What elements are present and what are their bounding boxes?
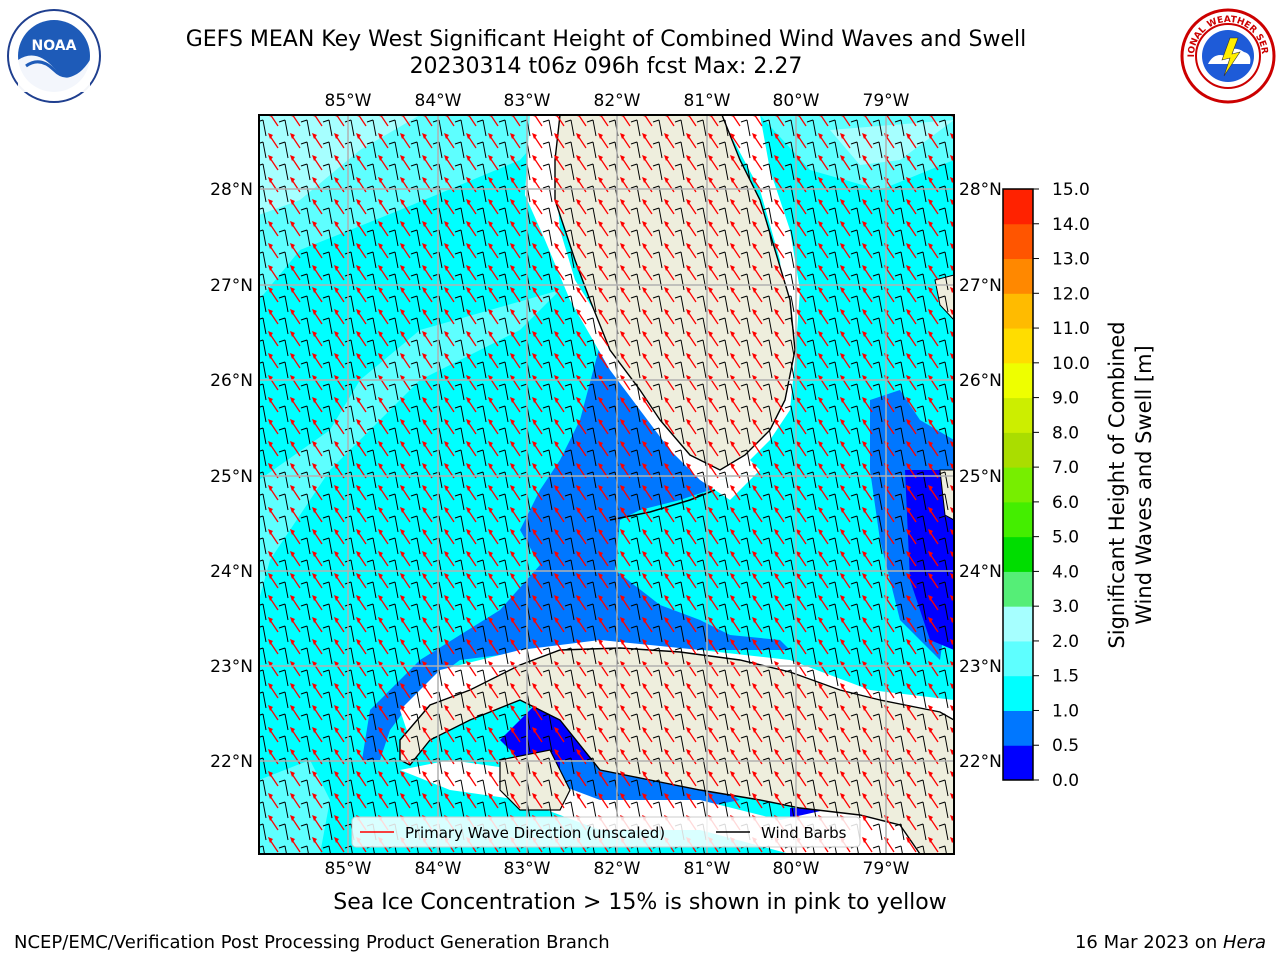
- lon-label: 82°W: [594, 859, 641, 879]
- lon-label: 84°W: [415, 859, 462, 879]
- colorbar-segment: [1003, 328, 1033, 364]
- lon-label: 79°W: [863, 859, 910, 879]
- colorbar-segment: [1003, 189, 1033, 225]
- lat-label: 22°N: [210, 752, 253, 772]
- lon-label: 80°W: [773, 859, 820, 879]
- lon-label: 84°W: [415, 91, 462, 111]
- map-frame: [258, 114, 955, 855]
- colorbar-segment: [1003, 293, 1033, 329]
- lat-label: 23°N: [959, 657, 1002, 677]
- colorbar-tick-label: 11.0: [1052, 319, 1090, 339]
- lat-label: 25°N: [959, 467, 1002, 487]
- colorbar-tick-label: 9.0: [1052, 389, 1079, 409]
- lat-labels-left: 22°N 23°N 24°N 25°N 26°N 27°N 28°N: [210, 180, 253, 772]
- colorbar-tick-label: 8.0: [1052, 423, 1079, 443]
- colorbar-tick-label: 15.0: [1052, 180, 1090, 200]
- colorbar-segment: [1003, 606, 1033, 642]
- lon-label: 82°W: [594, 91, 641, 111]
- colorbar-tick-label: 7.0: [1052, 458, 1079, 478]
- graticule: [259, 115, 954, 854]
- sea-ice-caption: Sea Ice Concentration > 15% is shown in …: [333, 890, 947, 915]
- colorbar-tick-label: 0.5: [1052, 736, 1079, 756]
- colorbar-tick-label: 2.0: [1052, 632, 1079, 652]
- lon-label: 80°W: [773, 91, 820, 111]
- lat-label: 27°N: [959, 276, 1002, 296]
- lon-label: 81°W: [684, 91, 731, 111]
- colorbar-tick-label: 10.0: [1052, 354, 1090, 374]
- chart-subtitle: 20230314 t06z 096h fcst Max: 2.27: [409, 54, 803, 79]
- colorbar-tick-label: 3.0: [1052, 597, 1079, 617]
- colorbar-tick-label: 5.0: [1052, 528, 1079, 548]
- lat-label: 24°N: [959, 562, 1002, 582]
- colorbar-tick-label: 0.0: [1052, 771, 1079, 791]
- colorbar-segment: [1003, 710, 1033, 746]
- footer-right: 16 Mar 2023 on Hera: [1075, 932, 1266, 953]
- lat-label: 26°N: [959, 371, 1002, 391]
- lon-label: 85°W: [325, 859, 372, 879]
- nws-logo: NATIONAL WEATHER SERVICE: [1180, 8, 1276, 104]
- colorbar-frame: [1002, 188, 1034, 781]
- map-legend: Primary Wave Direction (unscaled) Wind B…: [351, 816, 861, 848]
- colorbar-tick-label: 1.0: [1052, 701, 1079, 721]
- colorbar-tick-label: 12.0: [1052, 284, 1090, 304]
- lat-label: 28°N: [210, 180, 253, 200]
- legend-wave-label: Primary Wave Direction (unscaled): [405, 824, 665, 842]
- footer-host: Hera: [1222, 932, 1266, 953]
- colorbar-label-line2: Wind Waves and Swell [m]: [1132, 345, 1156, 625]
- colorbar-segment: [1003, 223, 1033, 260]
- lon-label: 83°W: [504, 91, 551, 111]
- lon-label: 79°W: [863, 91, 910, 111]
- colorbar-tick-label: 1.5: [1052, 667, 1079, 687]
- lat-label: 26°N: [210, 371, 253, 391]
- chart-title: GEFS MEAN Key West Significant Height of…: [185, 27, 1027, 52]
- legend-barb-label: Wind Barbs: [761, 824, 847, 842]
- colorbar-segment: [1003, 745, 1033, 781]
- colorbar-segment: [1003, 397, 1033, 433]
- lon-labels-top: 85°W 84°W 83°W 82°W 81°W 80°W 79°W: [325, 91, 910, 111]
- lat-label: 27°N: [210, 276, 253, 296]
- lon-label: 83°W: [504, 859, 551, 879]
- lat-labels-right: 22°N 23°N 24°N 25°N 26°N 27°N 28°N: [959, 180, 1002, 772]
- colorbar-segment: [1003, 258, 1033, 294]
- lat-label: 22°N: [959, 752, 1002, 772]
- noaa-logo: NOAA: [7, 9, 101, 103]
- lon-labels-bottom: 85°W 84°W 83°W 82°W 81°W 80°W 79°W: [325, 859, 910, 879]
- colorbar-tick-label: 13.0: [1052, 250, 1090, 270]
- colorbar-segment: [1003, 467, 1033, 503]
- lon-label: 81°W: [684, 859, 731, 879]
- colorbar: 0.0 0.5 1.0 1.5 2.0 3.0 4.0 5.0 6.0 7.0 8.0 9.0 10.0…: [1002, 180, 1090, 791]
- footer-date: 16 Mar 2023 on: [1074, 932, 1223, 953]
- colorbar-segment: [1003, 536, 1033, 572]
- lat-label: 25°N: [210, 467, 253, 487]
- colorbar-tick-label: 6.0: [1052, 493, 1079, 513]
- colorbar-segment: [1003, 432, 1033, 468]
- lat-label: 23°N: [210, 657, 253, 677]
- lat-label: 28°N: [959, 180, 1002, 200]
- colorbar-label-line1: Significant Height of Combined: [1105, 321, 1129, 648]
- footer-left: NCEP/EMC/Verification Post Processing Pr…: [14, 932, 610, 953]
- colorbar-segment: [1003, 571, 1033, 607]
- colorbar-segment: [1003, 501, 1033, 538]
- colorbar-segment: [1003, 675, 1033, 711]
- colorbar-tick-label: 14.0: [1052, 215, 1090, 235]
- colorbar-segment: [1003, 640, 1033, 677]
- noaa-logo-text: NOAA: [32, 38, 77, 54]
- wave-direction-layer: [259, 115, 954, 854]
- lon-label: 85°W: [325, 91, 372, 111]
- colorbar-tick-label: 4.0: [1052, 562, 1079, 582]
- lat-label: 24°N: [210, 562, 253, 582]
- colorbar-segment: [1003, 362, 1033, 399]
